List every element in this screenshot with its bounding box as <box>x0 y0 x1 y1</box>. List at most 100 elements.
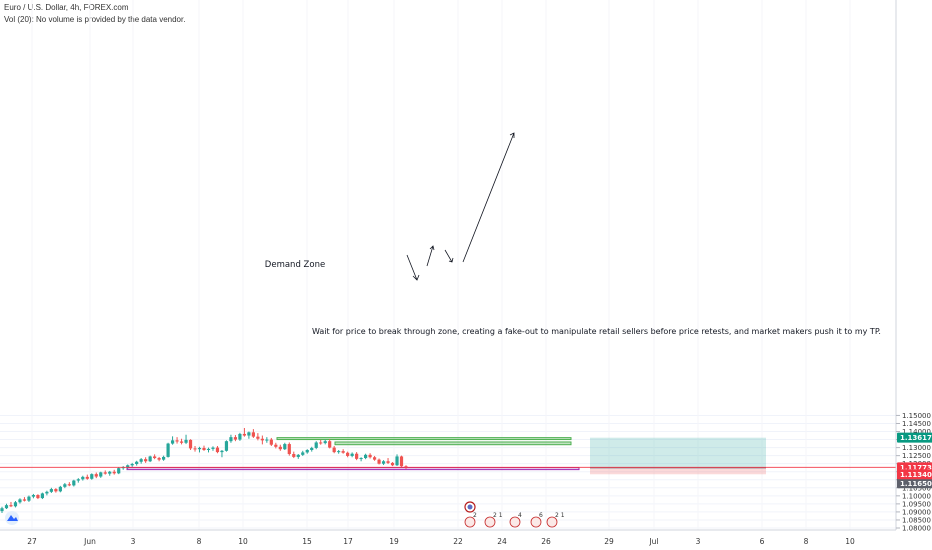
candle[interactable] <box>323 439 327 445</box>
candle[interactable] <box>4 503 9 510</box>
stop-price-badge[interactable]: 1.11340 <box>897 469 932 480</box>
candle[interactable] <box>332 445 336 454</box>
candle[interactable] <box>269 437 273 446</box>
candle[interactable] <box>153 454 157 460</box>
candle[interactable] <box>157 456 161 462</box>
candle[interactable] <box>399 455 404 467</box>
candle[interactable] <box>242 427 246 437</box>
candle[interactable] <box>359 457 363 462</box>
event-marker[interactable]: 2 <box>464 512 477 528</box>
take-profit-badge[interactable]: 1.13617 <box>897 432 932 443</box>
candle[interactable] <box>188 439 193 451</box>
candle[interactable] <box>175 437 179 444</box>
candle[interactable] <box>81 475 85 481</box>
stop-loss-area[interactable] <box>590 467 766 475</box>
candle[interactable] <box>18 498 22 504</box>
candle[interactable] <box>112 469 116 475</box>
candle[interactable] <box>166 442 170 458</box>
candle[interactable] <box>99 471 103 478</box>
candle[interactable] <box>179 438 184 445</box>
candle[interactable] <box>0 506 4 514</box>
demand-zone[interactable] <box>126 467 580 471</box>
candle[interactable] <box>220 450 224 458</box>
candle[interactable] <box>287 442 291 456</box>
candle[interactable] <box>377 458 381 465</box>
candle[interactable] <box>233 435 238 442</box>
candle[interactable] <box>314 441 318 450</box>
candle[interactable] <box>72 479 76 487</box>
candle[interactable] <box>202 445 206 451</box>
candle[interactable] <box>67 482 71 487</box>
candle[interactable] <box>135 460 139 466</box>
candle[interactable] <box>63 482 67 489</box>
candle[interactable] <box>45 490 49 496</box>
candle[interactable] <box>49 487 53 493</box>
candle[interactable] <box>328 439 332 449</box>
candle[interactable] <box>350 452 354 458</box>
candle[interactable] <box>341 449 345 454</box>
candle[interactable] <box>296 454 300 459</box>
candle[interactable] <box>337 450 341 454</box>
candle[interactable] <box>368 453 372 459</box>
candle[interactable] <box>372 455 377 461</box>
candle[interactable] <box>94 472 98 479</box>
candle[interactable] <box>54 488 58 493</box>
candle[interactable] <box>395 454 399 466</box>
candle[interactable] <box>346 451 350 458</box>
tradingview-cloud-icon[interactable] <box>5 511 19 525</box>
event-marker[interactable]: 6 <box>530 512 543 528</box>
candle[interactable] <box>193 445 197 452</box>
event-marker[interactable]: 4 <box>509 512 522 528</box>
candle[interactable] <box>36 494 40 500</box>
event-marker[interactable]: 2 1 <box>546 512 565 528</box>
candle[interactable] <box>90 473 94 480</box>
candle[interactable] <box>292 451 296 459</box>
candle[interactable] <box>103 470 107 475</box>
candle[interactable] <box>58 485 62 493</box>
take-profit-area[interactable] <box>590 437 766 468</box>
candle[interactable] <box>40 492 44 500</box>
candle[interactable] <box>381 460 386 465</box>
candle[interactable] <box>319 439 323 445</box>
candle[interactable] <box>256 433 260 441</box>
candle[interactable] <box>390 462 395 467</box>
candle[interactable] <box>305 449 309 454</box>
supply-zone[interactable] <box>334 441 572 446</box>
candle[interactable] <box>247 431 251 439</box>
candle[interactable] <box>238 432 242 441</box>
candle[interactable] <box>108 470 112 476</box>
supply-zone[interactable] <box>276 437 572 441</box>
projection-path[interactable] <box>406 132 515 281</box>
candle[interactable] <box>13 500 18 508</box>
candle[interactable] <box>386 458 390 465</box>
candle[interactable] <box>126 464 130 469</box>
candle[interactable] <box>139 458 143 464</box>
candle[interactable] <box>224 440 229 452</box>
candle[interactable] <box>265 437 269 443</box>
candle[interactable] <box>130 462 134 467</box>
entry-badge-secondary[interactable]: 1.11650 <box>897 478 932 489</box>
candle[interactable] <box>310 446 314 452</box>
candle[interactable] <box>278 444 282 451</box>
candle[interactable] <box>22 497 27 502</box>
candle[interactable] <box>206 447 211 453</box>
candle[interactable] <box>170 436 175 445</box>
candle[interactable] <box>27 495 31 502</box>
candle[interactable] <box>283 442 287 451</box>
candle[interactable] <box>184 434 188 445</box>
candle[interactable] <box>144 457 148 463</box>
candle[interactable] <box>215 445 220 454</box>
event-marker[interactable]: 2 1 <box>484 512 503 528</box>
candle[interactable] <box>121 466 125 470</box>
candle[interactable] <box>148 455 152 463</box>
candle[interactable] <box>364 453 368 460</box>
candle[interactable] <box>229 434 233 443</box>
candle[interactable] <box>251 429 255 438</box>
candle[interactable] <box>260 435 264 445</box>
candle[interactable] <box>301 450 305 456</box>
candle[interactable] <box>274 442 278 449</box>
candle[interactable] <box>162 455 166 461</box>
candle[interactable] <box>31 493 36 499</box>
candle[interactable] <box>9 501 13 508</box>
